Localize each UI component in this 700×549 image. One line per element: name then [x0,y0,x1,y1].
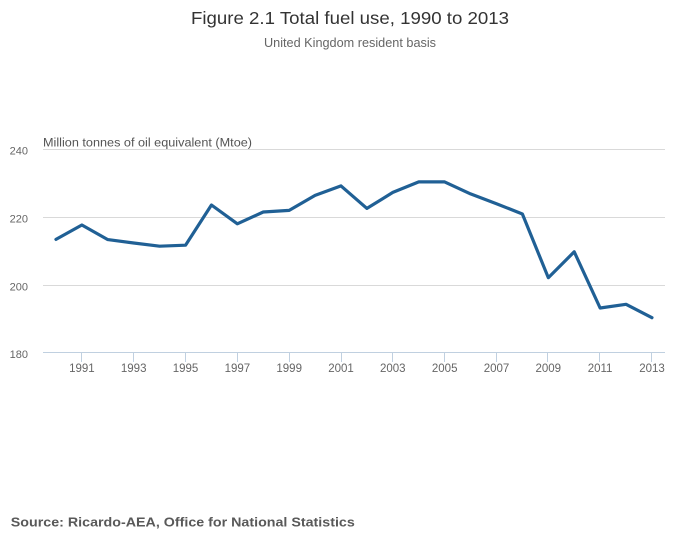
svg-text:180: 180 [10,349,28,361]
svg-text:240: 240 [10,146,28,158]
svg-text:1999: 1999 [276,363,302,375]
svg-text:Million tonnes of oil equivale: Million tonnes of oil equivalent (Mtoe) [43,136,252,150]
svg-text:2011: 2011 [588,363,613,375]
svg-text:United Kingdom resident basis: United Kingdom resident basis [264,36,436,50]
svg-text:1995: 1995 [173,363,199,375]
svg-text:1993: 1993 [121,363,147,375]
svg-text:2003: 2003 [380,363,406,375]
svg-text:2009: 2009 [536,363,562,375]
svg-text:2013: 2013 [639,363,665,375]
svg-text:1991: 1991 [69,363,95,375]
svg-text:2007: 2007 [484,363,510,375]
svg-text:200: 200 [10,282,28,294]
svg-text:2005: 2005 [432,363,458,375]
svg-text:1997: 1997 [225,363,251,375]
svg-text:220: 220 [10,214,28,226]
svg-text:Figure 2.1 Total fuel use, 199: Figure 2.1 Total fuel use, 1990 to 2013 [191,8,509,28]
svg-text:2001: 2001 [328,363,354,375]
svg-text:Source: Ricardo-AEA, Office fo: Source: Ricardo-AEA, Office for National… [11,515,355,530]
